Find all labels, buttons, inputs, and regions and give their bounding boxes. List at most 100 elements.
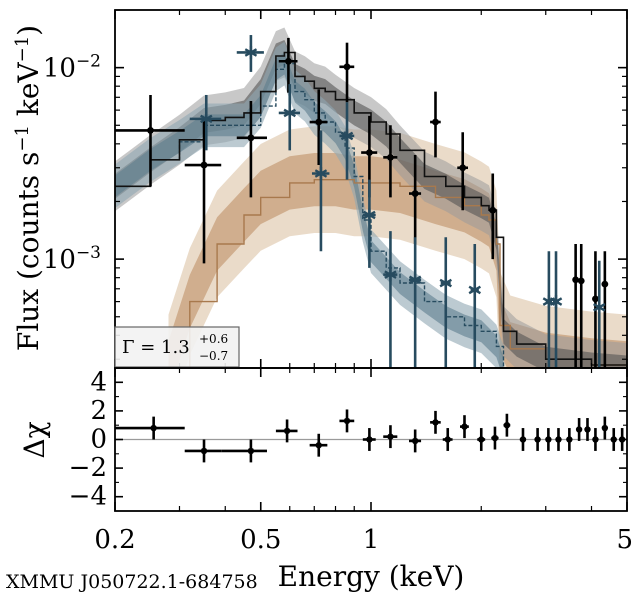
- dot-marker: [461, 423, 468, 430]
- residual-point: [339, 409, 355, 433]
- dot-marker: [519, 436, 527, 443]
- residual-ylabel: Δχ: [18, 421, 51, 458]
- mos-data-point: [439, 237, 452, 368]
- residual-ytick-label: 0: [90, 425, 107, 455]
- dot-marker: [147, 127, 154, 134]
- dot-marker: [444, 436, 451, 443]
- residual-ticks: [114, 368, 628, 511]
- energy-tick-labels: 0.2 0.5 1 5: [94, 525, 633, 555]
- spectrum-ytick-labels: 10−2 10−3: [43, 52, 101, 275]
- dot-marker: [411, 190, 419, 197]
- dot-marker: [366, 436, 373, 443]
- residual-point: [491, 426, 499, 450]
- pn-data-point: [572, 243, 580, 368]
- pn-data-point: [184, 120, 222, 264]
- dot-marker: [343, 417, 351, 425]
- mos-data-point: [383, 231, 398, 368]
- residual-ytick-label: −4: [69, 482, 107, 512]
- model-bands: [115, 27, 627, 368]
- star-marker: [408, 273, 422, 287]
- energy-tick-label: 0.2: [94, 525, 135, 555]
- powerlaw-band-inner: [168, 153, 627, 368]
- residual-point: [545, 428, 552, 451]
- residual-point: [184, 439, 222, 463]
- dot-marker: [489, 206, 497, 214]
- pn-data-point: [339, 42, 355, 103]
- star-marker: [314, 166, 328, 180]
- powerlaw-model-line: [168, 179, 627, 368]
- dot-marker: [285, 57, 292, 65]
- energy-tick-label: 5: [616, 525, 633, 555]
- residual-point: [555, 428, 562, 451]
- residual-point: [592, 428, 599, 451]
- pn-data-point: [409, 154, 422, 244]
- residual-point: [383, 425, 398, 449]
- residual-ytick-labels: 420−2−4: [69, 367, 107, 511]
- residual-point: [601, 416, 609, 440]
- mos-data-point: [311, 130, 330, 252]
- residual-panel: 420−2−4 Δχ: [18, 367, 628, 512]
- gamma-annotation: Γ = 1.3 +0.6 −0.7: [114, 326, 240, 368]
- star-marker: [244, 45, 258, 59]
- dot-marker: [315, 118, 323, 126]
- annotation-box: [114, 326, 240, 368]
- star-marker: [593, 300, 606, 314]
- dot-marker: [283, 427, 291, 435]
- source-name: XMMU J050722.1-684758: [6, 571, 258, 593]
- residual-points: [115, 409, 626, 463]
- star-marker: [340, 129, 354, 143]
- pn-data-point: [457, 132, 468, 211]
- mos-data-point: [468, 243, 481, 368]
- dot-marker: [584, 426, 591, 433]
- residual-point: [534, 428, 541, 451]
- star-marker: [200, 112, 213, 126]
- spectrum-ytick-label: 10−3: [43, 243, 101, 275]
- residual-point: [409, 429, 422, 453]
- pn-data-point: [309, 89, 328, 166]
- pn-data-point: [383, 125, 398, 198]
- dot-marker: [601, 280, 609, 288]
- mos-data-point: [278, 84, 301, 151]
- pn-data-point: [278, 37, 298, 93]
- dot-marker: [200, 447, 208, 455]
- mos-data-point: [549, 251, 563, 368]
- pn-data-point: [115, 94, 185, 187]
- residual-point: [610, 428, 617, 451]
- dot-marker: [247, 134, 255, 142]
- dot-marker: [459, 164, 467, 172]
- dot-marker: [491, 434, 499, 442]
- mos-data-point: [362, 179, 376, 268]
- residual-point: [584, 418, 591, 441]
- residual-ytick-label: 2: [90, 396, 107, 426]
- dot-marker: [555, 436, 562, 443]
- dot-marker: [566, 436, 573, 443]
- dot-marker: [247, 447, 255, 455]
- residual-point: [309, 433, 328, 457]
- energy-tick-label: 0.5: [240, 525, 281, 555]
- star-marker: [549, 295, 563, 309]
- dot-marker: [200, 161, 208, 169]
- residual-point: [460, 415, 469, 439]
- pn-data-point: [430, 91, 441, 158]
- dot-marker: [575, 426, 583, 433]
- soft-band-inner: [115, 52, 504, 368]
- dot-marker: [343, 63, 351, 71]
- star-marker: [363, 208, 376, 222]
- pn-data-point: [489, 173, 497, 260]
- dot-marker: [432, 419, 439, 426]
- residual-point: [275, 419, 298, 443]
- dot-marker: [572, 276, 580, 284]
- dot-marker: [577, 277, 585, 285]
- dot-marker: [503, 422, 511, 429]
- dot-marker: [150, 424, 157, 432]
- model-lines: [115, 51, 627, 368]
- energy-tick-label: 1: [363, 525, 380, 555]
- dot-marker: [534, 436, 541, 443]
- mos-data-point: [236, 35, 264, 72]
- annotation-sub: −0.7: [199, 349, 228, 363]
- residual-point: [115, 416, 185, 440]
- pn-data-point: [236, 100, 267, 198]
- residual-point: [575, 418, 583, 441]
- dot-marker: [411, 437, 419, 445]
